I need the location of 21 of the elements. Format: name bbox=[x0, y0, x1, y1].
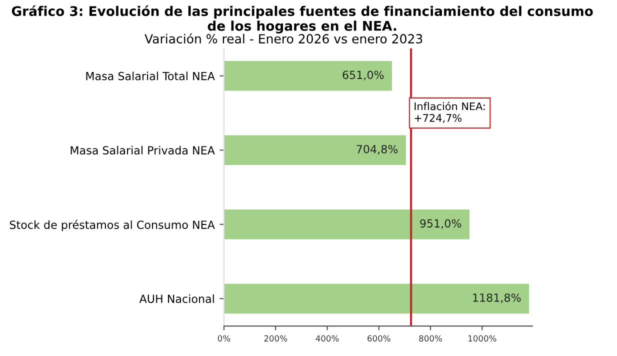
bar bbox=[224, 135, 406, 165]
x-tick-label: 400% bbox=[316, 335, 339, 342]
bar bbox=[224, 61, 392, 91]
x-tick-label: 200% bbox=[264, 335, 288, 342]
x-tick-label: 800% bbox=[419, 335, 442, 342]
bar bbox=[224, 284, 530, 314]
data-label: 704,8% bbox=[356, 144, 398, 154]
data-label: 1181,8% bbox=[473, 293, 521, 303]
data-label: 951,0% bbox=[420, 219, 462, 229]
chart-title: Gráfico 3: Evolución de las principales fuentes de financiamiento del consumo de los hogares en el NEA. bbox=[12, 5, 593, 34]
data-label: 651,0% bbox=[342, 70, 384, 80]
x-tick-label: 0% bbox=[218, 335, 230, 342]
ref-line-label: Inflación NEA: +724,7% bbox=[414, 102, 485, 123]
chart-subtitle: Variación % real - Enero 2026 vs enero 2023 bbox=[144, 33, 422, 44]
y-tick-label: Masa Salarial Privada NEA bbox=[70, 146, 215, 155]
y-tick-label: Stock de préstamos al Consumo NEA bbox=[10, 220, 215, 232]
y-tick-label: Masa Salarial Total NEA bbox=[86, 72, 215, 80]
x-tick-label: 1000% bbox=[468, 335, 496, 342]
bar bbox=[224, 210, 470, 240]
y-tick-label: AUH Nacional bbox=[139, 294, 214, 304]
x-tick-label: 600% bbox=[368, 335, 390, 342]
